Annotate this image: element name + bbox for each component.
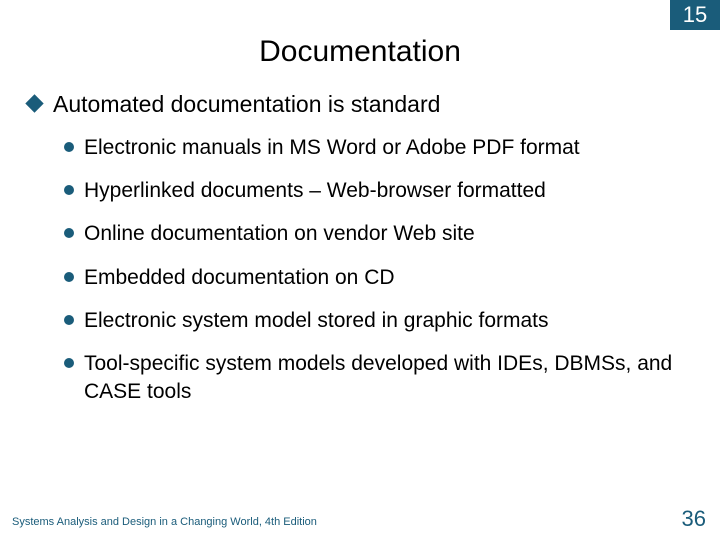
sub-bullet: Electronic system model stored in graphi…: [64, 307, 700, 334]
main-bullet-text: Automated documentation is standard: [53, 90, 440, 120]
circle-bullet-icon: [64, 142, 74, 152]
sub-bullet-text: Tool-specific system models developed wi…: [84, 350, 700, 405]
circle-bullet-icon: [64, 185, 74, 195]
sub-bullet-text: Online documentation on vendor Web site: [84, 220, 475, 247]
main-bullet: Automated documentation is standard: [28, 90, 700, 120]
diamond-bullet-icon: [25, 94, 43, 112]
sub-bullet-text: Electronic manuals in MS Word or Adobe P…: [84, 134, 580, 161]
circle-bullet-icon: [64, 228, 74, 238]
circle-bullet-icon: [64, 358, 74, 368]
top-bar: 15: [0, 0, 720, 30]
sub-bullet: Tool-specific system models developed wi…: [64, 350, 700, 405]
slide-number: 36: [682, 506, 706, 532]
sub-bullet: Embedded documentation on CD: [64, 264, 700, 291]
content-area: Automated documentation is standard Elec…: [28, 90, 700, 421]
chapter-number: 15: [683, 2, 707, 28]
chapter-number-box: 15: [670, 0, 720, 30]
sub-bullet-list: Electronic manuals in MS Word or Adobe P…: [64, 134, 700, 405]
slide-title: Documentation: [0, 35, 720, 69]
sub-bullet: Hyperlinked documents – Web-browser form…: [64, 177, 700, 204]
footer-book-title: Systems Analysis and Design in a Changin…: [12, 516, 317, 528]
circle-bullet-icon: [64, 272, 74, 282]
sub-bullet: Electronic manuals in MS Word or Adobe P…: [64, 134, 700, 161]
sub-bullet-text: Hyperlinked documents – Web-browser form…: [84, 177, 546, 204]
circle-bullet-icon: [64, 315, 74, 325]
sub-bullet-text: Electronic system model stored in graphi…: [84, 307, 549, 334]
sub-bullet-text: Embedded documentation on CD: [84, 264, 395, 291]
sub-bullet: Online documentation on vendor Web site: [64, 220, 700, 247]
